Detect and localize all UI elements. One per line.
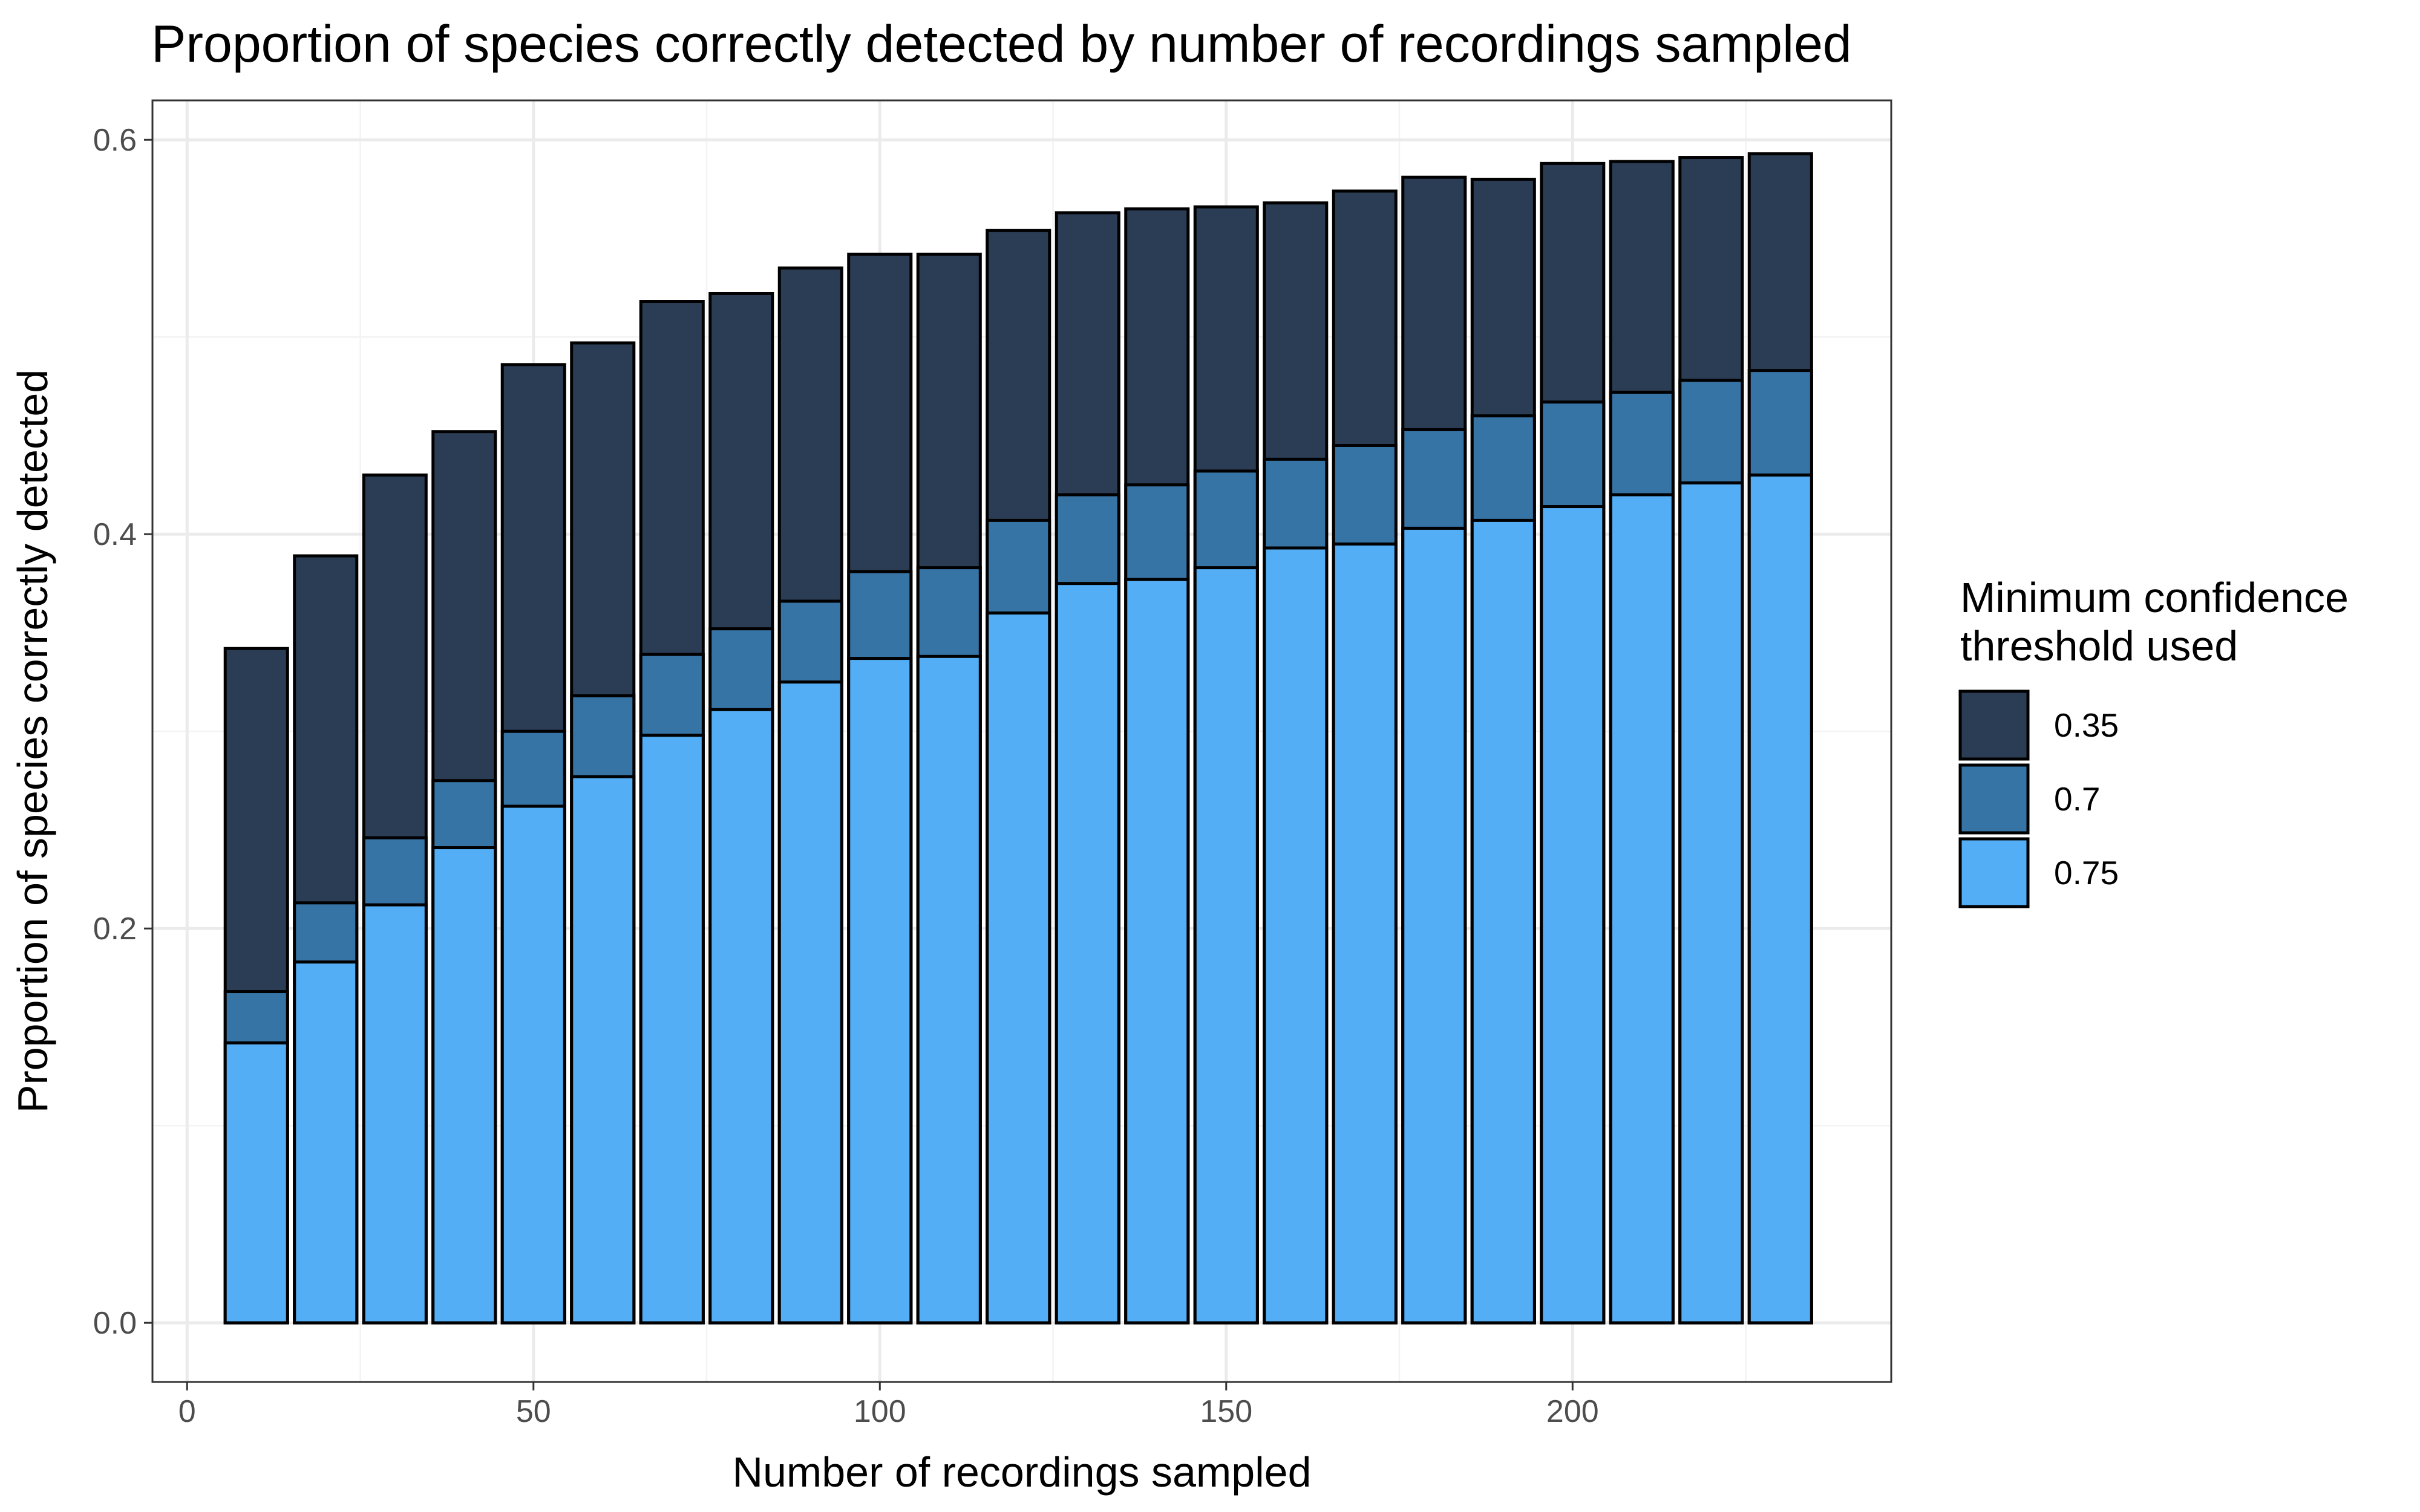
legend-item: 0.75 [1958, 837, 2119, 908]
bar [1678, 481, 1744, 1325]
x-axis-title: Number of recordings sampled [732, 1448, 1311, 1496]
y-tick-label: 0.6 [93, 123, 137, 158]
bar [293, 960, 359, 1325]
y-axis: 0.0 0.2 0.4 0.6 [93, 123, 152, 1341]
bar [1055, 582, 1120, 1325]
bar [1193, 566, 1259, 1325]
bar [986, 611, 1051, 1325]
legend-title: threshold used [1960, 622, 2238, 670]
bar [500, 804, 566, 1325]
bar [431, 846, 497, 1325]
bar [1609, 493, 1675, 1325]
x-axis: 0 50 100 150 200 [178, 1382, 1599, 1429]
bar [708, 708, 774, 1325]
legend-label: 0.75 [2054, 854, 2119, 891]
y-tick-label: 0.2 [93, 911, 137, 947]
bar [639, 734, 705, 1325]
x-tick-label: 100 [854, 1394, 906, 1429]
bar [1747, 473, 1813, 1325]
bar [223, 1041, 289, 1325]
bar [1470, 518, 1536, 1325]
bar [1124, 578, 1190, 1325]
bar [916, 654, 982, 1325]
plot-border [151, 99, 1892, 1383]
legend-label: 0.7 [2054, 780, 2100, 818]
bar [777, 680, 843, 1325]
bar [570, 775, 636, 1325]
y-axis-title: Proportion of species correctly detected [9, 370, 56, 1113]
plot-area [151, 99, 1892, 1383]
bar [362, 903, 428, 1325]
y-tick-label: 0.4 [93, 517, 137, 552]
legend-item: 0.7 [1958, 763, 2100, 835]
bar [1401, 526, 1467, 1325]
x-tick-label: 50 [516, 1394, 551, 1429]
x-tick-label: 0 [178, 1394, 196, 1429]
x-tick-label: 200 [1546, 1394, 1599, 1429]
legend-swatch [1958, 763, 2030, 835]
legend-item: 0.35 [1958, 689, 2119, 761]
chart-title: Proportion of species correctly detected… [151, 15, 1852, 73]
legend-label: 0.35 [2054, 706, 2119, 744]
bar [1332, 543, 1398, 1325]
legend-title: Minimum confidence [1960, 574, 2349, 621]
y-tick-label: 0.0 [93, 1306, 137, 1341]
bar [1263, 546, 1329, 1325]
legend-swatch [1958, 689, 2030, 761]
bar [1540, 505, 1606, 1325]
series-2-bars [223, 473, 1813, 1325]
bars [223, 152, 1813, 1325]
legend-swatch [1958, 837, 2030, 908]
bar [847, 657, 913, 1325]
x-tick-label: 150 [1200, 1394, 1252, 1429]
